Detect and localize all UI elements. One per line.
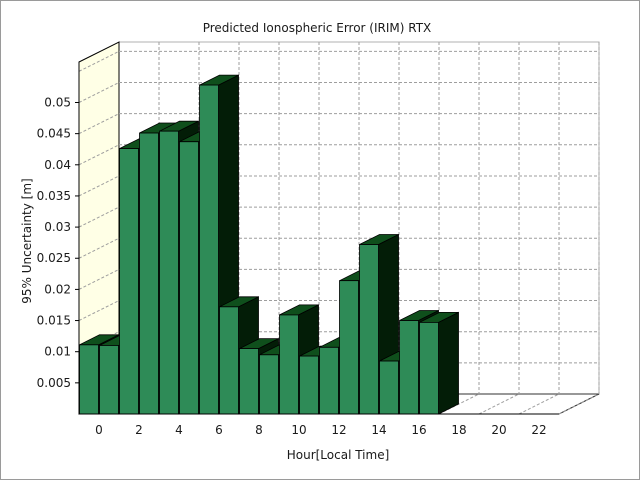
bar-front [139, 132, 159, 415]
x-tick-label: 18 [451, 423, 466, 437]
y-tick-label: 0.01 [44, 345, 71, 359]
bar-front [299, 355, 319, 415]
y-tick-label: 0.05 [44, 95, 71, 109]
y-axis-label: 95% Uncertainty [m] [20, 178, 34, 303]
y-tick-label: 0.02 [44, 282, 71, 296]
bar-front [319, 346, 339, 415]
x-tick-label: 10 [291, 423, 306, 437]
tick-labels: 0.005 0.01 0.015 0.02 0.025 0.03 0.035 0.04 0.04… [37, 95, 547, 437]
bar-front [279, 314, 299, 415]
bar-front [359, 244, 379, 415]
grid-line-depth [78, 175, 120, 197]
grid-line-floor [518, 393, 560, 415]
grid-line-depth [78, 237, 120, 259]
grid-line-depth [78, 268, 120, 290]
chart-title: Predicted Ionospheric Error (IRIM) RTX [203, 21, 432, 35]
grid-line-depth [78, 300, 120, 321]
x-tick-label: 16 [411, 423, 426, 437]
grid-line-depth [78, 113, 120, 135]
x-tick-label: 0 [95, 423, 103, 437]
y-tick-label: 0.04 [44, 158, 71, 172]
bar-front [239, 348, 259, 415]
grid-line-depth [78, 82, 120, 103]
grid-line-depth [78, 206, 120, 228]
y-tick-label: 0.03 [44, 220, 71, 234]
grid-line-depth [78, 50, 120, 72]
grid-line-depth [78, 144, 120, 166]
bar-front [79, 344, 99, 415]
x-tick-label: 2 [135, 423, 143, 437]
axes [75, 62, 559, 415]
x-tick-label: 14 [371, 423, 386, 437]
bar [419, 311, 459, 415]
bar-front [259, 354, 279, 415]
bar-front [159, 130, 179, 415]
x-tick-label: 20 [491, 423, 506, 437]
y-tick-label: 0.015 [37, 314, 71, 328]
x-tick-label: 12 [331, 423, 346, 437]
bar-front [339, 280, 359, 415]
x-tick-label: 22 [531, 423, 546, 437]
grid-line-floor [478, 393, 520, 415]
y-tick-label: 0.005 [37, 376, 71, 390]
bar-front [379, 360, 399, 415]
y-tick-label: 0.025 [37, 251, 71, 265]
y-tick-label: 0.045 [37, 127, 71, 141]
x-tick-label: 8 [255, 423, 263, 437]
grid-line-floor [558, 393, 600, 415]
bar-front [199, 84, 219, 415]
y-tick-label: 0.035 [37, 189, 71, 203]
bar-front [419, 322, 439, 415]
bar-front [399, 320, 419, 415]
x-tick-label: 4 [175, 423, 183, 437]
bar-front [119, 148, 139, 415]
x-tick-label: 6 [215, 423, 223, 437]
bar-front [179, 141, 199, 415]
bar-front [99, 345, 119, 415]
bar-side [438, 311, 459, 415]
bar-front [219, 306, 239, 415]
x-axis-label: Hour[Local Time] [287, 448, 390, 462]
